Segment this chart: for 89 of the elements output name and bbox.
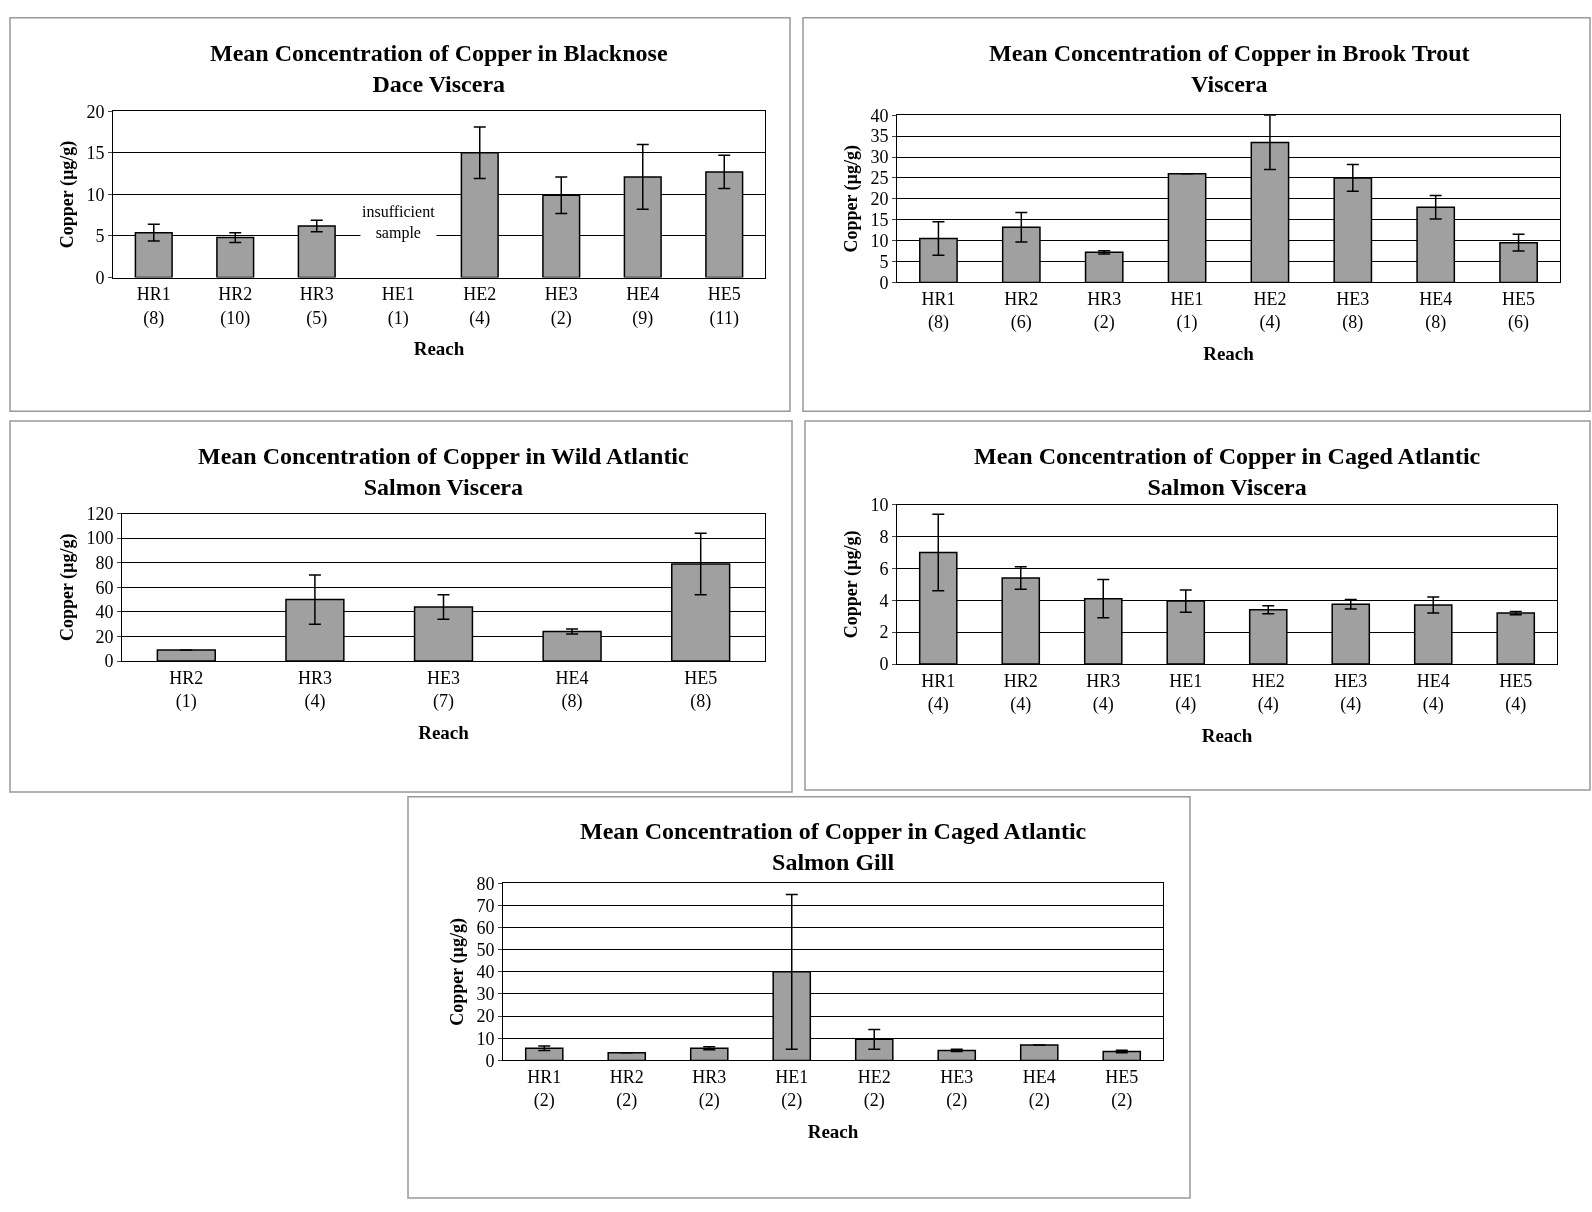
y-tick-label: 0 xyxy=(95,267,105,288)
y-tick-label: 20 xyxy=(870,189,889,210)
y-tick-label: 0 xyxy=(104,651,114,672)
x-tick-label: HE5 (6) xyxy=(1502,289,1536,334)
y-tick-label: 8 xyxy=(879,526,889,547)
y-tick-label: 5 xyxy=(95,226,105,247)
x-tick-label: HR1 (2) xyxy=(527,1066,562,1112)
y-tick-label: 0 xyxy=(485,1050,495,1071)
x-tick-label: HR2 (4) xyxy=(1003,670,1038,716)
x-tick-label: HE5 (11) xyxy=(707,284,741,329)
x-tick-label: HE5 (2) xyxy=(1105,1066,1139,1112)
y-tick-label: 40 xyxy=(870,105,889,126)
x-tick-label: HR3 (2) xyxy=(692,1066,727,1112)
y-tick-label: 30 xyxy=(870,147,889,168)
x-tick-label: HR3 (2) xyxy=(1087,289,1122,334)
x-tick-label: HR3 (4) xyxy=(297,667,332,713)
x-tick-label: HE4 (2) xyxy=(1022,1066,1056,1112)
x-tick-label: HE2 (2) xyxy=(857,1066,891,1112)
y-tick-label: 20 xyxy=(95,626,114,647)
x-tick-label: HE2 (4) xyxy=(1251,670,1285,716)
x-tick-label: HE2 (4) xyxy=(463,284,497,329)
chart-title: Mean Concentration of Copper in Caged Atlantic Salmon Viscera xyxy=(974,443,1481,501)
x-tick-label: HE1 (1) xyxy=(381,284,415,329)
x-tick-label: HE4 (8) xyxy=(1419,289,1453,334)
y-tick-label: 0 xyxy=(879,272,889,293)
x-tick-label: HE5 (4) xyxy=(1499,670,1533,716)
y-tick-label: 40 xyxy=(476,962,495,983)
x-tick-label: HR1 (4) xyxy=(921,670,956,716)
y-tick-label: 25 xyxy=(870,168,889,189)
x-axis-title: Reach xyxy=(418,721,470,743)
y-tick-label: 80 xyxy=(476,873,495,894)
x-tick-label: HR2 (2) xyxy=(609,1066,644,1112)
chart-title: Mean Concentration of Copper in Wild Atlantic Salmon Viscera xyxy=(198,443,690,501)
y-tick-label: 2 xyxy=(879,622,889,643)
y-tick-label: 6 xyxy=(879,558,889,579)
x-tick-label: HR2 (10) xyxy=(218,284,253,329)
x-tick-label: HE4 (4) xyxy=(1416,670,1450,716)
y-tick-label: 40 xyxy=(95,602,114,623)
x-tick-label: HE3 (2) xyxy=(544,284,578,329)
y-tick-label: 10 xyxy=(870,230,889,251)
x-tick-label: HR3 (5) xyxy=(299,284,334,329)
chart-title: Mean Concentration of Copper in Brook Trout Viscera xyxy=(989,40,1470,98)
y-tick-label: 100 xyxy=(86,528,114,549)
y-tick-label: 30 xyxy=(476,984,495,1005)
y-tick-label: 10 xyxy=(476,1028,495,1049)
x-tick-label: HR1 (8) xyxy=(921,289,956,334)
x-tick-label: HE1 (1) xyxy=(1170,289,1204,334)
y-tick-label: 5 xyxy=(879,251,889,272)
y-tick-label: 35 xyxy=(870,126,889,147)
y-tick-label: 20 xyxy=(476,1006,495,1027)
y-tick-label: 10 xyxy=(870,495,889,515)
y-tick-label: 10 xyxy=(86,184,105,205)
y-axis-title: Copper (µg/g) xyxy=(56,140,78,249)
x-tick-label: HE3 (8) xyxy=(1336,289,1370,334)
x-tick-label: HR2 (1) xyxy=(169,667,204,713)
y-tick-label: 50 xyxy=(476,940,495,961)
x-tick-label: HE4 (8) xyxy=(555,667,589,713)
y-tick-label: 4 xyxy=(879,590,889,611)
x-tick-label: HE2 (4) xyxy=(1253,289,1287,334)
x-tick-label: HE4 (9) xyxy=(626,284,660,329)
y-tick-label: 20 xyxy=(86,101,105,122)
x-axis-title: Reach xyxy=(1201,724,1253,746)
x-tick-label: HR1 (8) xyxy=(136,284,171,329)
y-tick-label: 60 xyxy=(476,917,495,938)
chart-title: Mean Concentration of Copper in Caged Atlantic Salmon Gill xyxy=(580,818,1087,876)
x-tick-label: HE1 (2) xyxy=(775,1066,809,1112)
x-tick-label: HR3 (4) xyxy=(1086,670,1121,716)
y-tick-label: 15 xyxy=(870,210,889,231)
x-tick-label: HE3 (7) xyxy=(427,667,460,713)
x-tick-label: HE3 (2) xyxy=(940,1066,974,1112)
y-axis-title: Copper (µg/g) xyxy=(840,145,862,253)
y-tick-label: 70 xyxy=(476,895,495,916)
x-axis-title: Reach xyxy=(413,338,465,360)
x-tick-label: HE5 (8) xyxy=(684,667,718,713)
y-tick-label: 15 xyxy=(86,143,105,164)
y-tick-label: 0 xyxy=(879,654,889,675)
x-tick-label: HE1 (4) xyxy=(1169,670,1203,716)
y-tick-label: 120 xyxy=(86,503,114,524)
y-axis-title: Copper (µg/g) xyxy=(56,533,78,642)
y-tick-label: 80 xyxy=(95,553,114,574)
x-tick-label: HE3 (4) xyxy=(1334,670,1368,716)
y-tick-label: 60 xyxy=(95,577,114,598)
x-tick-label: HR2 (6) xyxy=(1004,289,1039,334)
x-axis-title: Reach xyxy=(1203,343,1255,365)
annotation: insufficient sample xyxy=(362,203,436,242)
y-axis-title: Copper (µg/g) xyxy=(840,530,862,639)
chart-title: Mean Concentration of Copper in Blacknose Dace Viscera xyxy=(210,40,668,98)
x-axis-title: Reach xyxy=(807,1121,859,1143)
y-axis-title: Copper (µg/g) xyxy=(446,918,468,1026)
